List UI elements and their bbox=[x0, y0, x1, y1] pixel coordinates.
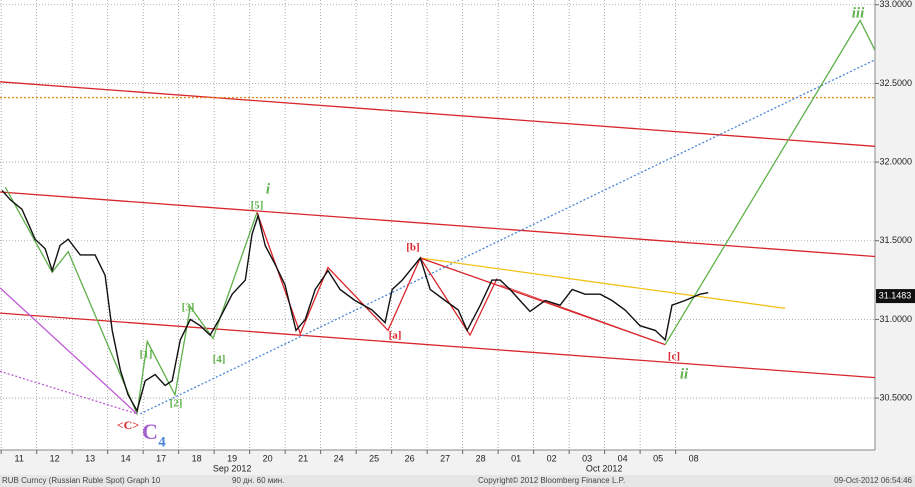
x-axis-area bbox=[0, 450, 875, 475]
y-tick-label: 33.0000 bbox=[879, 0, 912, 9]
x-tick-label: 08 bbox=[689, 453, 699, 463]
x-tick-label: 04 bbox=[618, 453, 628, 463]
overlay-line bbox=[500, 284, 666, 345]
x-tick-label: 01 bbox=[511, 453, 521, 463]
x-tick-label: 24 bbox=[334, 453, 344, 463]
wave-label: iii bbox=[852, 5, 865, 21]
last-price-label: 31.1483 bbox=[879, 290, 912, 300]
wave-label: [c] bbox=[668, 351, 680, 363]
x-tick-label: 25 bbox=[369, 453, 379, 463]
x-tick-label: 19 bbox=[227, 453, 237, 463]
x-tick-label: 26 bbox=[405, 453, 415, 463]
x-tick-label: 13 bbox=[85, 453, 95, 463]
footer-text: 09-Oct-2012 06:54:46 bbox=[834, 476, 912, 485]
wave-label: [1] bbox=[140, 349, 153, 361]
plot-area bbox=[0, 0, 875, 450]
overlay-line bbox=[664, 19, 876, 345]
footer-text: RUB Curncy (Russian Ruble Spot) Graph 10 bbox=[2, 476, 161, 485]
month-label: Sep 2012 bbox=[213, 463, 252, 473]
y-axis-area bbox=[875, 0, 915, 487]
overlay-line bbox=[420, 257, 786, 310]
x-tick-label: 03 bbox=[582, 453, 592, 463]
wave-label: [4] bbox=[213, 354, 226, 366]
wave-label: [3] bbox=[182, 302, 195, 314]
overlay-line bbox=[256, 212, 498, 337]
price-line bbox=[1, 189, 709, 413]
wave-label: [5] bbox=[251, 200, 264, 212]
x-tick-label: 21 bbox=[298, 453, 308, 463]
footer-text: Copyright© 2012 Bloomberg Finance L.P. bbox=[478, 476, 625, 485]
overlay-line bbox=[0, 312, 876, 379]
overlay-line bbox=[0, 287, 138, 415]
y-tick-label: 32.5000 bbox=[879, 78, 912, 88]
x-tick-label: 05 bbox=[653, 453, 663, 463]
x-tick-label: 12 bbox=[50, 453, 60, 463]
wave-label: [a] bbox=[389, 330, 402, 342]
x-tick-label: 27 bbox=[440, 453, 450, 463]
wave-label: 4 bbox=[158, 434, 166, 450]
x-tick-label: 14 bbox=[121, 453, 131, 463]
wave-label: i bbox=[266, 181, 271, 197]
y-tick-label: 31.0000 bbox=[879, 314, 912, 324]
wave-label: <C> bbox=[117, 418, 140, 432]
month-label: Oct 2012 bbox=[586, 463, 623, 473]
y-tick-label: 30.5000 bbox=[879, 392, 912, 402]
x-tick-label: 18 bbox=[192, 453, 202, 463]
wave-label: ii bbox=[680, 366, 689, 382]
wave-label: C bbox=[142, 419, 158, 444]
x-tick-label: 20 bbox=[263, 453, 273, 463]
x-tick-label: 17 bbox=[156, 453, 166, 463]
footer-text: 90 дн. 60 мин. bbox=[232, 476, 284, 485]
footer-bar bbox=[0, 475, 915, 487]
last-price-box bbox=[876, 289, 915, 304]
x-tick-label: 02 bbox=[547, 453, 557, 463]
wave-label: [b] bbox=[406, 242, 419, 254]
overlay-line bbox=[4, 186, 258, 417]
wave-label: [2] bbox=[170, 398, 183, 410]
overlay-line bbox=[0, 191, 876, 258]
y-tick-label: 31.5000 bbox=[879, 235, 912, 245]
x-tick-label: 11 bbox=[14, 453, 23, 463]
x-tick-label: 28 bbox=[476, 453, 486, 463]
overlay-line bbox=[0, 81, 876, 147]
y-tick-label: 32.0000 bbox=[879, 156, 912, 166]
